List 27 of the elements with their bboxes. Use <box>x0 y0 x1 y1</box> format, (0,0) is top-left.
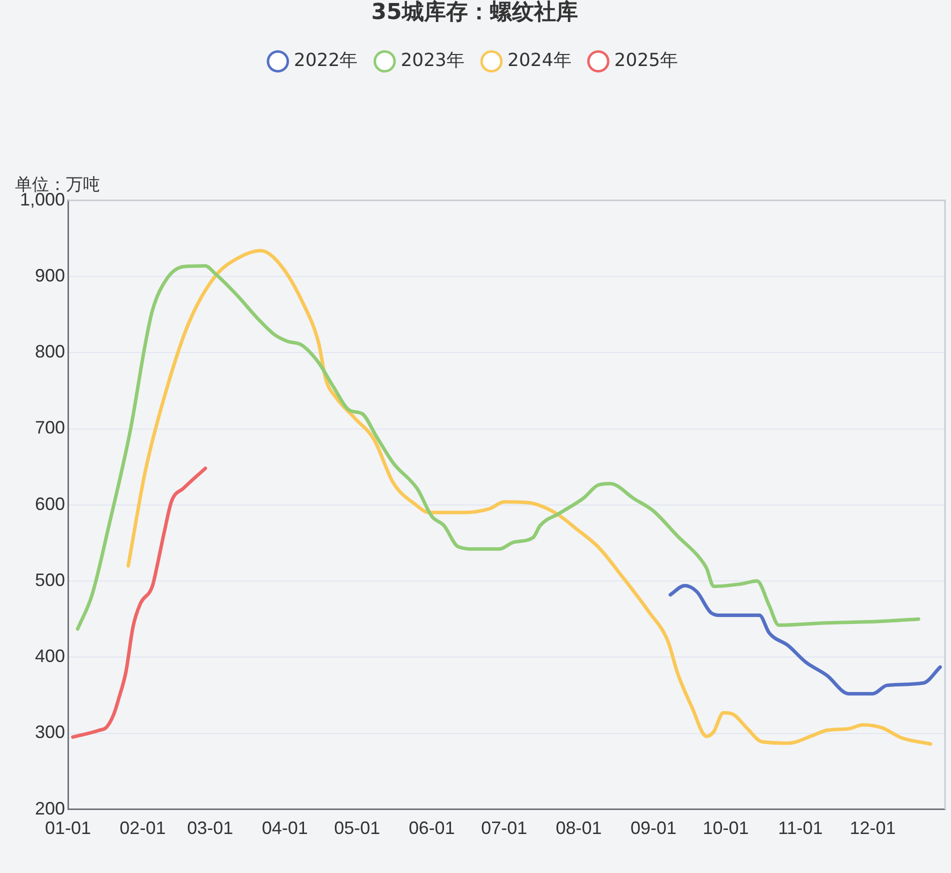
x-tick-label: 04-01 <box>262 818 308 838</box>
x-tick-label: 03-01 <box>187 818 234 838</box>
y-tick-label: 700 <box>34 418 65 438</box>
x-tick-label: 09-01 <box>630 818 676 838</box>
legend-label: 2024年 <box>508 50 572 72</box>
y-tick-label: 800 <box>34 342 65 362</box>
x-tick-label: 10-01 <box>702 818 749 838</box>
line-series <box>668 584 942 696</box>
y-tick-label: 500 <box>34 570 65 590</box>
x-tick-label: 06-01 <box>408 818 455 838</box>
legend-label: 2025年 <box>614 50 678 72</box>
x-tick-label: 11-01 <box>778 818 823 838</box>
y-tick-label: 900 <box>34 265 65 286</box>
x-tick-label: 07-01 <box>481 818 528 838</box>
chart-title: 35城库存：螺纹社库 <box>371 0 578 25</box>
x-tick-label: 12-01 <box>850 818 896 838</box>
x-tick-label: 05-01 <box>334 818 380 838</box>
line-series <box>71 466 208 739</box>
x-tick-label: 08-01 <box>556 818 602 838</box>
x-tick-label: 02-01 <box>120 818 166 838</box>
x-tick-label: 01-01 <box>44 818 92 838</box>
y-tick-label: 200 <box>34 798 65 818</box>
y-tick-label: 400 <box>34 646 65 666</box>
legend-label: 2022年 <box>294 50 358 72</box>
y-tick-label: 600 <box>34 494 65 514</box>
y-tick-label: 300 <box>34 722 65 742</box>
legend-label: 2023年 <box>400 50 465 72</box>
